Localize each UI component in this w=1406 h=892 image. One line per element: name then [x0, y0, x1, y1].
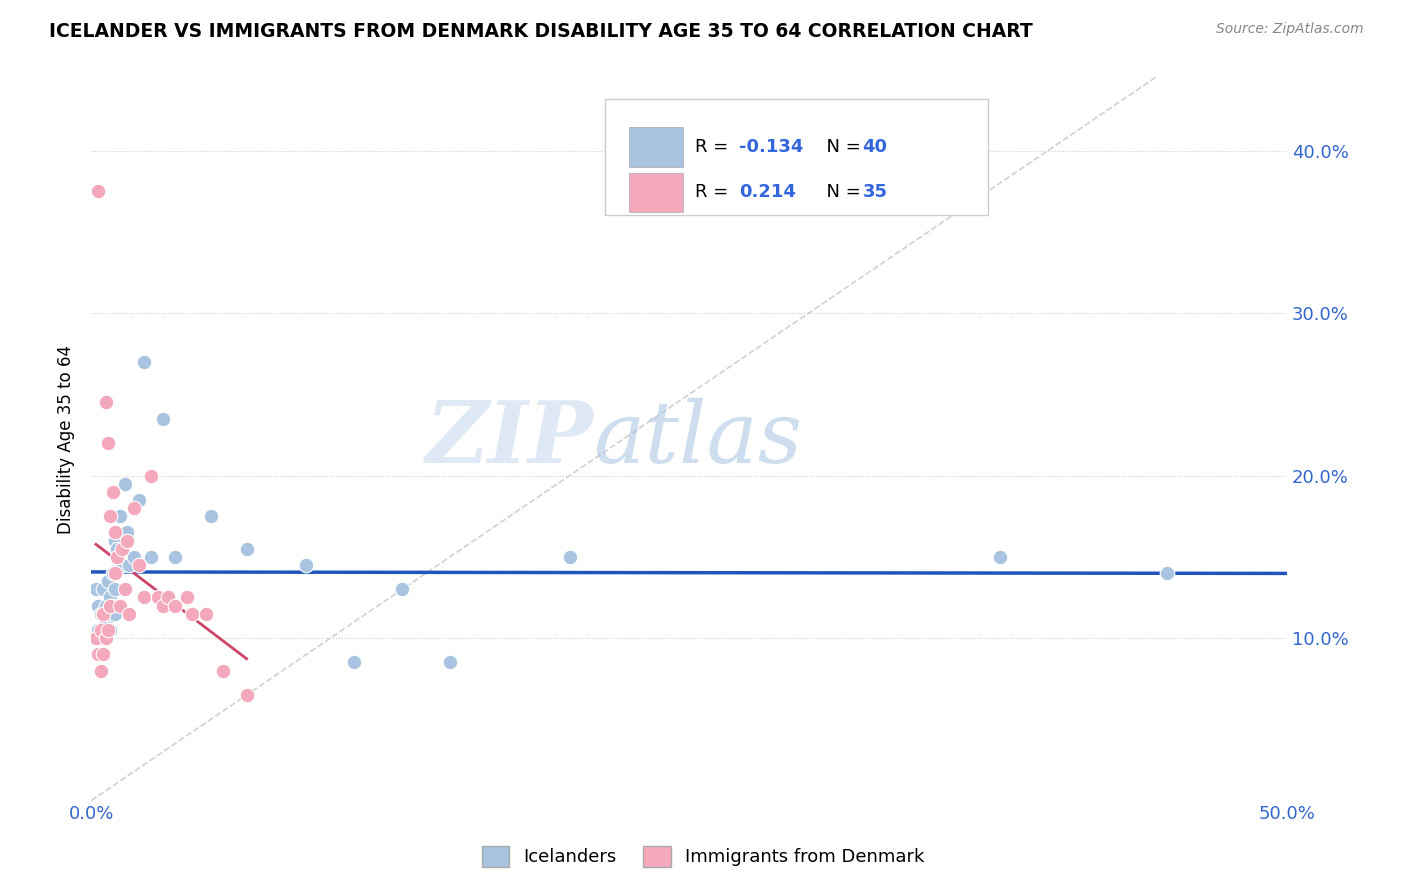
- Point: [988, 549, 1011, 564]
- Point: [235, 541, 257, 556]
- FancyBboxPatch shape: [630, 127, 683, 167]
- Point: [139, 549, 162, 564]
- Point: [104, 566, 127, 580]
- Text: 35: 35: [862, 184, 887, 202]
- Point: [104, 525, 127, 540]
- Point: [128, 558, 150, 572]
- Point: [97, 574, 120, 589]
- Point: [90, 664, 112, 678]
- Point: [439, 656, 461, 670]
- FancyBboxPatch shape: [606, 99, 988, 215]
- Point: [87, 623, 110, 637]
- Point: [122, 501, 145, 516]
- Point: [98, 509, 121, 524]
- Point: [98, 591, 121, 605]
- Point: [87, 184, 110, 198]
- Point: [211, 664, 233, 678]
- Point: [91, 648, 114, 662]
- Point: [132, 591, 155, 605]
- Point: [152, 411, 174, 425]
- Point: [122, 549, 145, 564]
- Point: [87, 648, 110, 662]
- Point: [108, 599, 131, 613]
- Text: R =: R =: [695, 184, 734, 202]
- Point: [180, 607, 202, 621]
- Point: [90, 623, 112, 637]
- Text: atlas: atlas: [593, 398, 803, 481]
- Point: [118, 607, 141, 621]
- Point: [108, 509, 131, 524]
- Point: [91, 582, 114, 597]
- Point: [94, 599, 117, 613]
- Point: [152, 599, 174, 613]
- Text: 0.214: 0.214: [740, 184, 796, 202]
- Y-axis label: Disability Age 35 to 64: Disability Age 35 to 64: [58, 344, 75, 533]
- Point: [97, 607, 120, 621]
- FancyBboxPatch shape: [630, 172, 683, 212]
- Legend: Icelanders, Immigrants from Denmark: Icelanders, Immigrants from Denmark: [474, 838, 932, 874]
- Point: [94, 631, 117, 645]
- Text: N =: N =: [814, 138, 866, 156]
- Text: ZIP: ZIP: [426, 397, 593, 481]
- Point: [111, 541, 134, 556]
- Point: [97, 623, 120, 637]
- Point: [115, 525, 138, 540]
- Point: [101, 599, 124, 613]
- Point: [90, 607, 112, 621]
- Point: [114, 582, 136, 597]
- Point: [156, 591, 179, 605]
- Point: [91, 607, 114, 621]
- Point: [194, 607, 217, 621]
- Point: [114, 476, 136, 491]
- Point: [90, 631, 112, 645]
- Point: [139, 468, 162, 483]
- Point: [163, 549, 186, 564]
- Point: [98, 599, 121, 613]
- Point: [176, 591, 198, 605]
- Text: 40: 40: [862, 138, 887, 156]
- Point: [97, 436, 120, 450]
- Point: [295, 558, 318, 572]
- Point: [87, 599, 110, 613]
- Text: N =: N =: [814, 184, 866, 202]
- Point: [101, 566, 124, 580]
- Point: [94, 615, 117, 629]
- Point: [94, 395, 117, 409]
- Text: -0.134: -0.134: [740, 138, 804, 156]
- Text: R =: R =: [695, 138, 734, 156]
- Point: [115, 533, 138, 548]
- Point: [91, 631, 114, 645]
- Point: [343, 656, 366, 670]
- Point: [118, 558, 141, 572]
- Point: [91, 607, 114, 621]
- Point: [84, 582, 107, 597]
- Point: [98, 623, 121, 637]
- Point: [200, 509, 222, 524]
- Point: [1156, 566, 1178, 580]
- Point: [128, 493, 150, 508]
- Point: [107, 549, 129, 564]
- Point: [163, 599, 186, 613]
- Point: [132, 355, 155, 369]
- Point: [107, 541, 129, 556]
- Point: [111, 558, 134, 572]
- Text: ICELANDER VS IMMIGRANTS FROM DENMARK DISABILITY AGE 35 TO 64 CORRELATION CHART: ICELANDER VS IMMIGRANTS FROM DENMARK DIS…: [49, 22, 1033, 41]
- Point: [104, 533, 127, 548]
- Point: [104, 607, 127, 621]
- Point: [101, 484, 124, 499]
- Point: [235, 688, 257, 702]
- Point: [104, 582, 127, 597]
- Point: [558, 549, 581, 564]
- Point: [391, 582, 413, 597]
- Point: [84, 631, 107, 645]
- Text: Source: ZipAtlas.com: Source: ZipAtlas.com: [1216, 22, 1364, 37]
- Point: [146, 591, 169, 605]
